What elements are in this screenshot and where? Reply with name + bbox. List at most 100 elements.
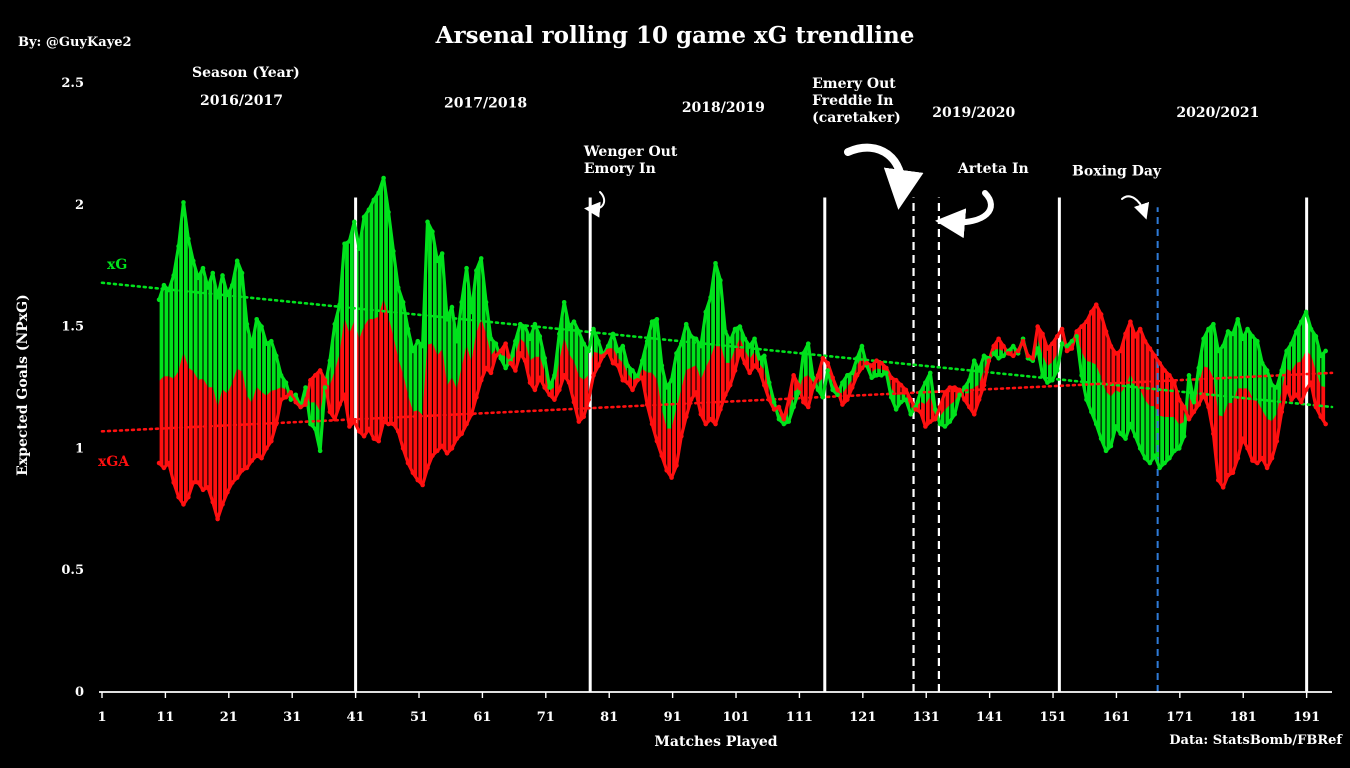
xg-point xyxy=(1275,385,1280,390)
xg-point xyxy=(313,427,318,432)
xg-point xyxy=(337,302,342,307)
xga-point xyxy=(1045,346,1050,351)
xga-point xyxy=(1221,485,1226,490)
xg-point xyxy=(581,341,586,346)
xg-point xyxy=(459,300,464,305)
xga-point xyxy=(498,349,503,354)
x-tick-label: 41 xyxy=(347,710,365,725)
xga-point xyxy=(752,363,757,368)
xga-point xyxy=(411,470,416,475)
xga-point xyxy=(572,400,577,405)
xg-point xyxy=(1250,334,1255,339)
xg-point xyxy=(362,215,367,220)
xga-point xyxy=(489,371,494,376)
xg-point xyxy=(1109,444,1114,449)
xga-point xyxy=(743,361,748,366)
xga-point xyxy=(254,453,259,458)
xg-point xyxy=(1255,339,1260,344)
x-tick-label: 181 xyxy=(1230,710,1257,725)
xga-point xyxy=(904,388,909,393)
xga-point xyxy=(474,395,479,400)
xga-point xyxy=(655,439,660,444)
xg-point xyxy=(381,176,386,181)
xg-point xyxy=(415,339,420,344)
x-tick-label: 121 xyxy=(849,710,876,725)
xga-point xyxy=(938,405,943,410)
xga-point xyxy=(401,446,406,451)
xga-point xyxy=(1143,339,1148,344)
xga-point xyxy=(513,368,518,373)
fill-xg-segment xyxy=(345,241,350,334)
xg-point xyxy=(1118,431,1123,436)
xga-point xyxy=(201,488,206,493)
xga-point xyxy=(289,390,294,395)
x-tick-label: 1 xyxy=(97,710,106,725)
pointer-arrow-icon xyxy=(1122,196,1144,212)
xga-point xyxy=(503,341,508,346)
xg-point xyxy=(464,266,469,271)
xga-point xyxy=(894,378,899,383)
xg-point xyxy=(372,198,377,203)
xg-point xyxy=(1060,341,1065,346)
fill-xga-segment xyxy=(384,300,389,424)
xga-point xyxy=(1079,324,1084,329)
xga-point xyxy=(943,390,948,395)
xg-point xyxy=(1050,378,1055,383)
fill-xg-segment xyxy=(418,341,423,415)
xga-point xyxy=(240,468,245,473)
xga-point xyxy=(1016,349,1021,354)
xga-point xyxy=(1148,346,1153,351)
x-tick-label: 61 xyxy=(473,710,491,725)
xg-point xyxy=(425,220,430,225)
xga-point xyxy=(415,478,420,483)
xg-point xyxy=(323,385,328,390)
season-label: 2017/2018 xyxy=(444,95,527,111)
xg-point xyxy=(640,358,645,363)
xga-point xyxy=(840,402,845,407)
xga-point xyxy=(264,446,269,451)
xga-point xyxy=(1289,397,1294,402)
xga-point xyxy=(1299,400,1304,405)
xg-point xyxy=(767,380,772,385)
xga-point xyxy=(430,453,435,458)
fill-xga-segment xyxy=(711,344,716,424)
xga-point xyxy=(786,397,791,402)
xga-point xyxy=(1309,380,1314,385)
xg-point xyxy=(235,259,240,264)
xg-point xyxy=(606,344,611,349)
annotation-line: Freddie In xyxy=(812,93,893,109)
xga-point xyxy=(1011,354,1016,359)
xg-point xyxy=(1074,334,1079,339)
xg-point xyxy=(752,336,757,341)
xg-point xyxy=(1055,368,1060,373)
fill-xga-segment xyxy=(198,379,203,490)
annotation-line: (caretaker) xyxy=(812,110,901,126)
fill-xg-segment xyxy=(379,178,384,317)
xga-point xyxy=(284,395,289,400)
xg-point xyxy=(943,424,948,429)
xga-point xyxy=(1094,302,1099,307)
xga-point xyxy=(313,373,318,378)
xg-point xyxy=(703,310,708,315)
xg-point xyxy=(1226,329,1231,334)
xg-point xyxy=(162,283,167,288)
xga-point xyxy=(362,434,367,439)
xg-point xyxy=(957,393,962,398)
xga-point xyxy=(455,436,460,441)
xg-point xyxy=(1001,354,1006,359)
annotation-line: Emory In xyxy=(584,161,656,177)
xga-point xyxy=(816,373,821,378)
xga-point xyxy=(1235,456,1240,461)
xg-point xyxy=(674,351,679,356)
fill-xga-segment xyxy=(1145,341,1150,406)
xg-point xyxy=(1304,310,1309,315)
fill-xga-segment xyxy=(428,344,433,468)
fill-xga-segment xyxy=(159,377,164,468)
xga-point xyxy=(660,453,665,458)
y-tick-label: 1 xyxy=(75,441,84,456)
pointer-arrow-icon xyxy=(950,193,991,222)
xg-point xyxy=(952,412,957,417)
x-tick-label: 81 xyxy=(600,710,618,725)
xga-point xyxy=(386,422,391,427)
xga-point xyxy=(567,380,572,385)
